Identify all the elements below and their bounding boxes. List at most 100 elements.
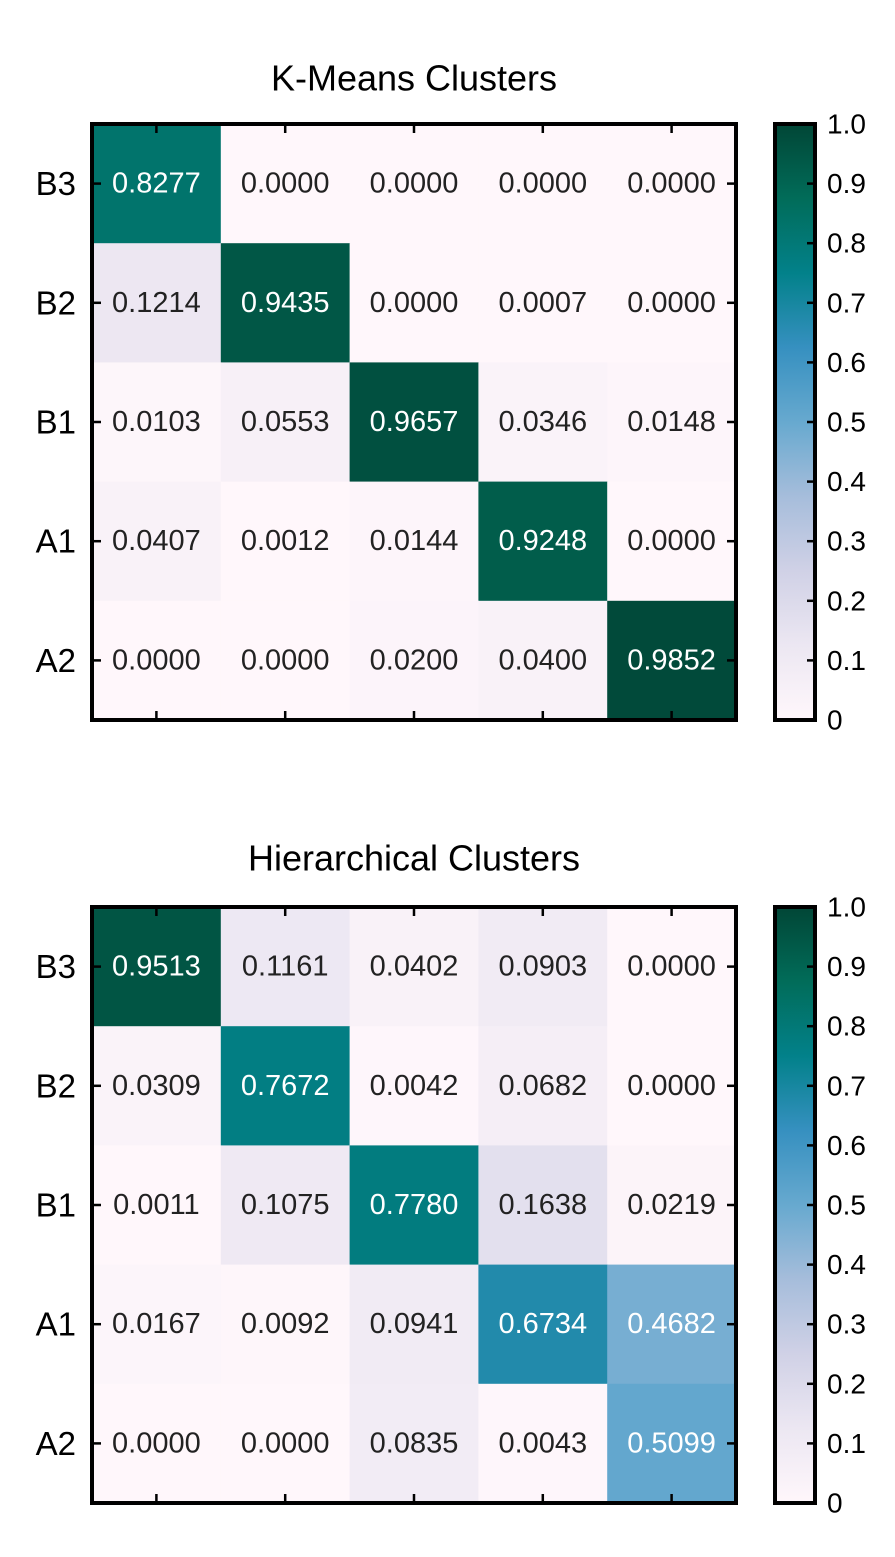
cell-value-label: 0.1075 xyxy=(241,1189,330,1221)
colorbar-tick-label: 0.4 xyxy=(827,466,866,497)
colorbar-tick-label: 0.5 xyxy=(827,1190,866,1221)
row-label: A2 xyxy=(36,1425,76,1462)
cell-value-label: 0.7780 xyxy=(370,1189,459,1221)
heatmap-cell xyxy=(220,600,351,721)
cell-value-label: 0.9513 xyxy=(112,951,201,983)
cell-value-label: 0.0000 xyxy=(498,168,587,200)
cell-value-label: 0.0103 xyxy=(112,406,201,438)
cell-value-label: 0.9657 xyxy=(370,406,459,438)
colorbar-tick-label: 0.1 xyxy=(827,1428,866,1459)
row-label: B1 xyxy=(36,1187,76,1224)
heatmap-cell xyxy=(607,600,737,721)
cell-value-label: 0.0346 xyxy=(498,406,587,438)
heatmap-cell xyxy=(607,1145,737,1266)
cell-value-label: 0.4682 xyxy=(627,1308,716,1340)
cell-value-label: 0.0000 xyxy=(627,951,716,983)
colorbar-tick-label: 0.7 xyxy=(827,1070,866,1101)
colorbar-tick-label: 0 xyxy=(827,1488,843,1519)
heatmap-cell xyxy=(220,243,351,363)
cell-value-label: 0.9248 xyxy=(498,525,587,557)
cell-value-label: 0.9852 xyxy=(627,644,716,676)
heatmap-cell xyxy=(478,1264,608,1385)
chart-title: K-Means Clusters xyxy=(271,58,557,99)
heatmap-cell xyxy=(607,243,737,363)
cell-value-label: 0.1161 xyxy=(242,951,329,983)
heatmap-cell xyxy=(220,1026,351,1146)
row-label: A2 xyxy=(36,642,76,679)
cell-value-label: 0.0000 xyxy=(370,168,459,200)
heatmap-cell xyxy=(92,124,222,244)
kmeans-heatmap-panel: K-Means Clusters 0.8277 0.0000 0.0000 0.0000… xyxy=(36,58,866,736)
cell-value-label: 0.0012 xyxy=(241,525,330,557)
heatmap-cell xyxy=(349,243,479,363)
heatmap-cell xyxy=(478,243,608,363)
heatmap-cell xyxy=(220,362,351,483)
heatmap-cell xyxy=(349,907,479,1027)
colorbar-tick-label: 0.9 xyxy=(827,168,866,199)
heatmap-cell xyxy=(92,1145,222,1266)
heatmap-cell xyxy=(92,1264,222,1385)
colorbar-tick-label: 1.0 xyxy=(827,892,866,923)
cell-value-label: 0.0402 xyxy=(370,951,459,983)
hierarchical-heatmap-panel: Hierarchical Clusters 0.9513 0.1161 0.0402 0… xyxy=(36,838,866,1519)
colorbar-tick-label: 0.9 xyxy=(827,951,866,982)
cell-value-label: 0.1214 xyxy=(112,287,201,319)
colorbar-tick-label: 0.5 xyxy=(827,407,866,438)
cell-value-label: 0.0000 xyxy=(112,1427,201,1459)
cell-value-label: 0.1638 xyxy=(498,1189,587,1221)
heatmap-cell xyxy=(607,1264,737,1385)
heatmap-cell xyxy=(478,481,608,602)
row-label: A1 xyxy=(36,1306,76,1343)
cell-value-label: 0.0219 xyxy=(627,1189,716,1221)
cell-value-label: 0.0407 xyxy=(112,525,201,557)
heatmap-cell xyxy=(220,907,351,1027)
cell-value-label: 0.0042 xyxy=(370,1070,459,1102)
colorbar-tick-label: 1.0 xyxy=(827,109,866,140)
heatmap-cell xyxy=(478,1026,608,1146)
chart-title: Hierarchical Clusters xyxy=(248,838,580,879)
colorbar-tick-label: 0.2 xyxy=(827,1368,866,1399)
colorbar-tick-label: 0.3 xyxy=(827,526,866,557)
heatmap-cell xyxy=(349,1026,479,1146)
heatmap-cell xyxy=(220,1145,351,1266)
cell-value-label: 0.0092 xyxy=(241,1308,330,1340)
cell-value-label: 0.8277 xyxy=(112,168,201,200)
heatmap-cell xyxy=(349,362,479,483)
cell-value-label: 0.0043 xyxy=(498,1427,587,1459)
cell-value-label: 0.9435 xyxy=(241,287,330,319)
cell-value-label: 0.0000 xyxy=(241,644,330,676)
heatmap-cell xyxy=(478,1383,608,1504)
row-label: B3 xyxy=(36,948,76,985)
colorbar-tick-label: 0.6 xyxy=(827,347,866,378)
cell-value-label: 0.0000 xyxy=(627,525,716,557)
cell-value-label: 0.7672 xyxy=(241,1070,330,1102)
heatmap-cell xyxy=(607,362,737,483)
heatmap-cell xyxy=(92,1026,222,1146)
row-label: B1 xyxy=(36,404,76,441)
heatmap-cell xyxy=(607,481,737,602)
cell-value-label: 0.5099 xyxy=(627,1427,716,1459)
heatmap-cell xyxy=(349,1383,479,1504)
cell-value-label: 0.0011 xyxy=(113,1189,200,1221)
heatmap-cell xyxy=(607,1026,737,1146)
heatmap-cell xyxy=(607,1383,737,1504)
cell-value-label: 0.0682 xyxy=(498,1070,587,1102)
heatmap-cell xyxy=(349,481,479,602)
heatmap-cell xyxy=(607,907,737,1027)
cell-value-label: 0.0200 xyxy=(370,644,459,676)
heatmap-cell xyxy=(220,481,351,602)
cell-value-label: 0.0148 xyxy=(627,406,716,438)
colorbar-tick-label: 0.8 xyxy=(827,228,866,259)
cell-value-label: 0.0000 xyxy=(627,168,716,200)
heatmap-cell xyxy=(92,362,222,483)
cell-value-label: 0.6734 xyxy=(498,1308,587,1340)
cell-value-label: 0.0000 xyxy=(370,287,459,319)
cell-value-label: 0.0400 xyxy=(498,644,587,676)
colorbar-tick-label: 0.2 xyxy=(827,585,866,616)
heatmap-cell xyxy=(349,1145,479,1266)
cell-value-label: 0.0007 xyxy=(498,287,587,319)
colorbar-tick-label: 0.8 xyxy=(827,1011,866,1042)
colorbar-tick-label: 0.6 xyxy=(827,1130,866,1161)
cell-value-label: 0.0553 xyxy=(241,406,330,438)
